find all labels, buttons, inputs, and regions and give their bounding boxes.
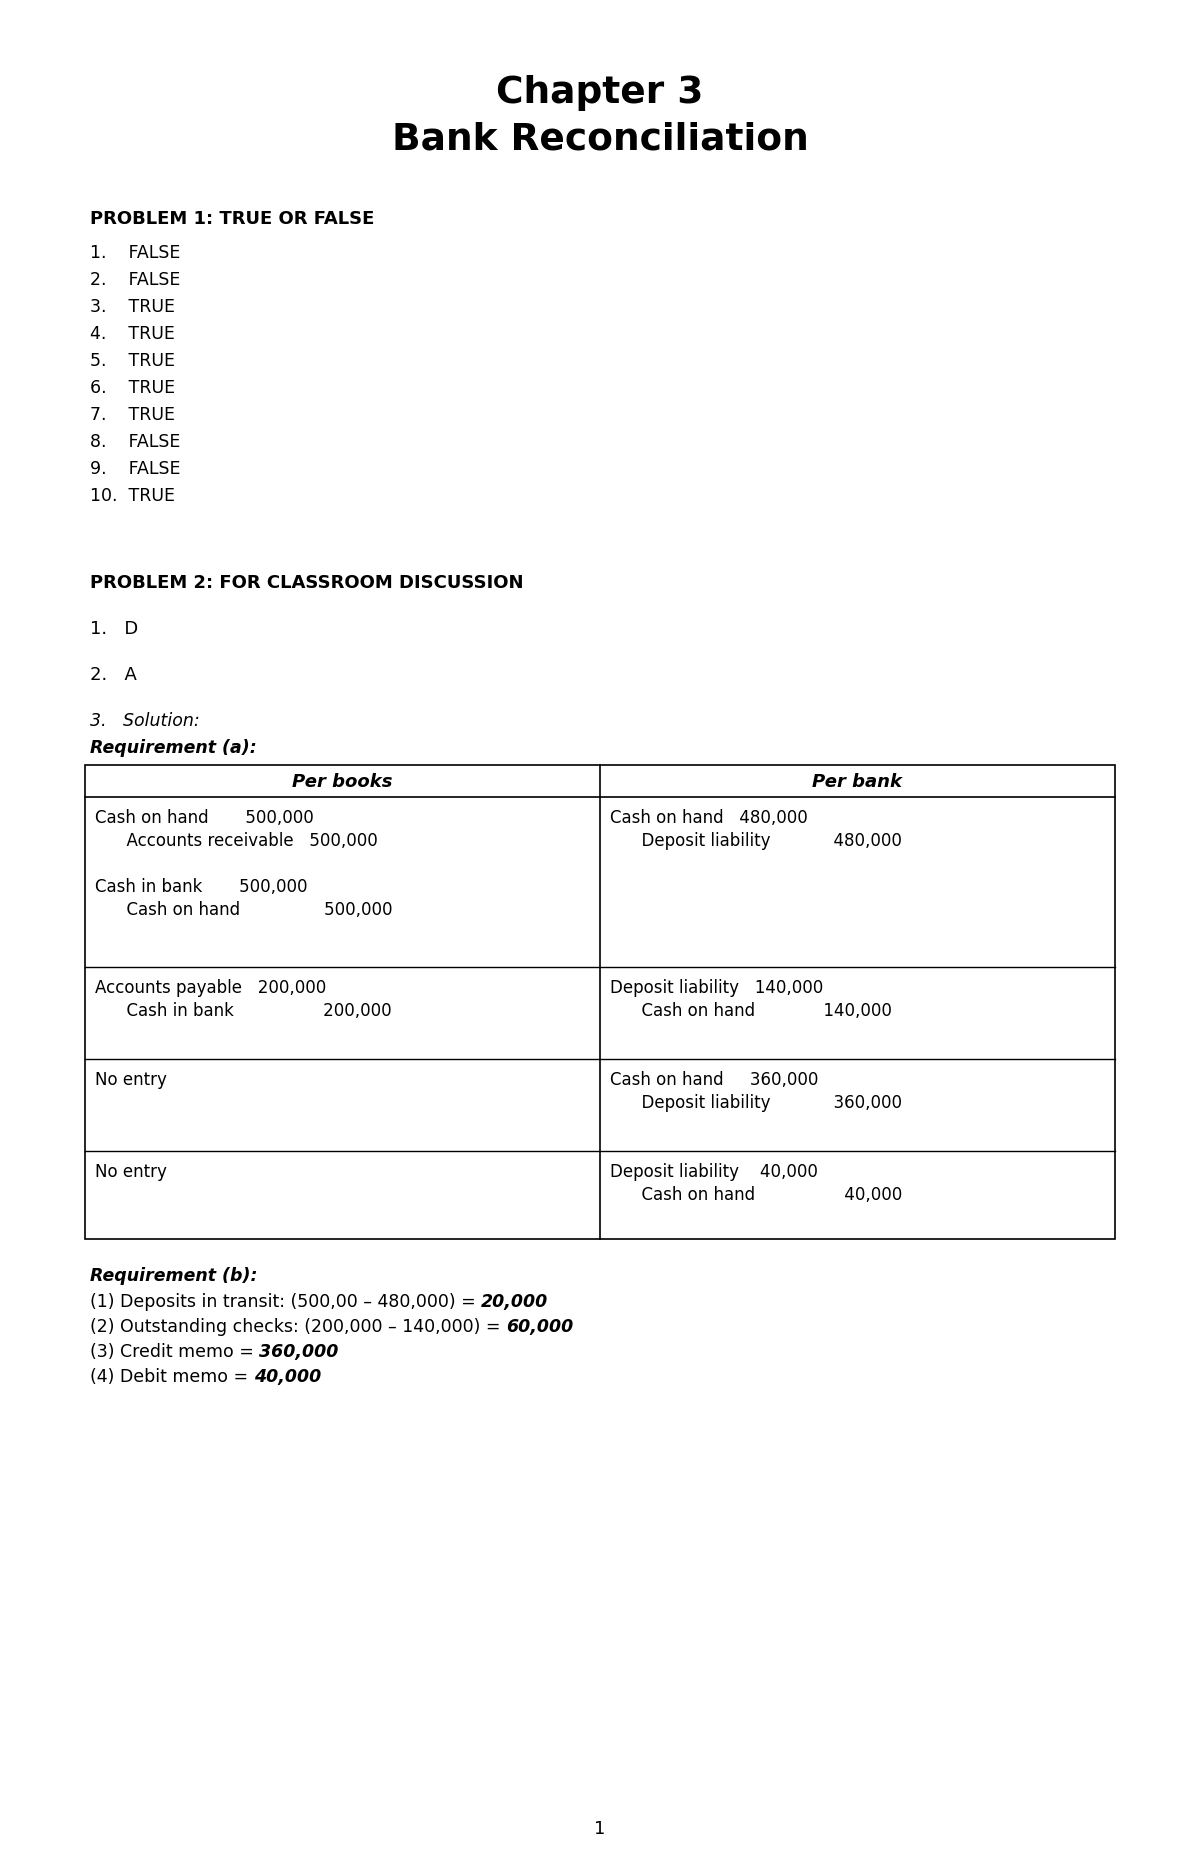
Text: (3) Credit memo =: (3) Credit memo = <box>90 1343 259 1362</box>
Text: 2.   A: 2. A <box>90 666 137 684</box>
Text: 1.   D: 1. D <box>90 620 138 638</box>
Text: Cash in bank                 200,000: Cash in bank 200,000 <box>95 1002 391 1020</box>
Bar <box>85 764 1115 1239</box>
Text: 9.    FALSE: 9. FALSE <box>90 460 180 479</box>
Text: Deposit liability   140,000: Deposit liability 140,000 <box>610 979 823 996</box>
Text: Accounts payable   200,000: Accounts payable 200,000 <box>95 979 326 996</box>
Text: (2) Outstanding checks: (200,000 – 140,000) =: (2) Outstanding checks: (200,000 – 140,0… <box>90 1319 506 1336</box>
Text: Bank Reconciliation: Bank Reconciliation <box>391 122 809 158</box>
Text: 5.    TRUE: 5. TRUE <box>90 352 175 369</box>
Text: 60,000: 60,000 <box>506 1319 574 1336</box>
Text: Cash in bank       500,000: Cash in bank 500,000 <box>95 877 307 896</box>
Text: 2.    FALSE: 2. FALSE <box>90 271 180 289</box>
Text: 4.    TRUE: 4. TRUE <box>90 325 175 343</box>
Text: Cash on hand             140,000: Cash on hand 140,000 <box>610 1002 892 1020</box>
Text: Cash on hand       500,000: Cash on hand 500,000 <box>95 809 313 827</box>
Text: 7.    TRUE: 7. TRUE <box>90 406 175 425</box>
Text: No entry: No entry <box>95 1070 167 1089</box>
Text: (4) Debit memo =: (4) Debit memo = <box>90 1367 253 1386</box>
Text: 1: 1 <box>594 1820 606 1838</box>
Text: 8.    FALSE: 8. FALSE <box>90 432 180 451</box>
Text: 3.    TRUE: 3. TRUE <box>90 299 175 315</box>
Text: Cash on hand                500,000: Cash on hand 500,000 <box>95 902 392 918</box>
Text: No entry: No entry <box>95 1163 167 1182</box>
Text: 1.    FALSE: 1. FALSE <box>90 245 180 262</box>
Text: PROBLEM 2: FOR CLASSROOM DISCUSSION: PROBLEM 2: FOR CLASSROOM DISCUSSION <box>90 573 523 592</box>
Text: Deposit liability    40,000: Deposit liability 40,000 <box>610 1163 818 1182</box>
Text: Chapter 3: Chapter 3 <box>497 74 703 111</box>
Text: 40,000: 40,000 <box>253 1367 320 1386</box>
Text: Deposit liability            360,000: Deposit liability 360,000 <box>610 1094 902 1111</box>
Text: Deposit liability            480,000: Deposit liability 480,000 <box>610 833 902 850</box>
Text: Per books: Per books <box>293 774 392 790</box>
Text: Cash on hand                 40,000: Cash on hand 40,000 <box>610 1185 902 1204</box>
Text: (1) Deposits in transit: (500,00 – 480,000) =: (1) Deposits in transit: (500,00 – 480,0… <box>90 1293 481 1311</box>
Text: 3.   Solution:: 3. Solution: <box>90 712 199 731</box>
Text: Cash on hand   480,000: Cash on hand 480,000 <box>610 809 808 827</box>
Text: 20,000: 20,000 <box>481 1293 548 1311</box>
Text: Requirement (a):: Requirement (a): <box>90 738 257 757</box>
Text: Accounts receivable   500,000: Accounts receivable 500,000 <box>95 833 378 850</box>
Text: Requirement (b):: Requirement (b): <box>90 1267 258 1286</box>
Text: PROBLEM 1: TRUE OR FALSE: PROBLEM 1: TRUE OR FALSE <box>90 210 374 228</box>
Text: 10.  TRUE: 10. TRUE <box>90 488 175 505</box>
Text: Per bank: Per bank <box>812 774 902 790</box>
Text: Cash on hand     360,000: Cash on hand 360,000 <box>610 1070 818 1089</box>
Text: 6.    TRUE: 6. TRUE <box>90 378 175 397</box>
Text: 360,000: 360,000 <box>259 1343 338 1362</box>
